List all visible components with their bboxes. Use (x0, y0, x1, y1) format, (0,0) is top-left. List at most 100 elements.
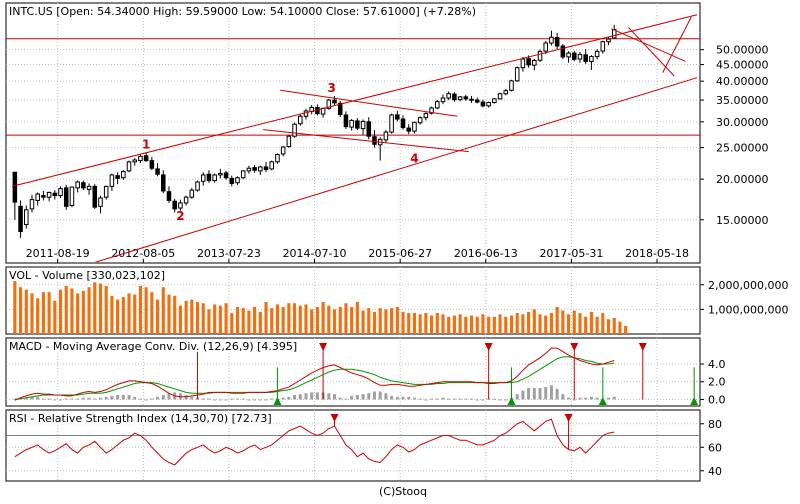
macd-histogram-bar (315, 392, 319, 400)
volume-title: VOL - Volume [330,023,102] (9, 269, 165, 282)
macd-histogram-bar (584, 397, 588, 400)
volume-bar (561, 310, 565, 334)
volume-bar (435, 313, 439, 334)
macd-histogram-bar (76, 398, 80, 400)
candle-body (332, 99, 337, 104)
volume-bar (127, 293, 131, 334)
macd-histogram-bar (207, 398, 211, 400)
macd-histogram-bar (555, 388, 559, 400)
candle-body (383, 131, 389, 141)
candle-body (126, 161, 132, 172)
candle-body (132, 159, 137, 163)
volume-bar (452, 315, 456, 334)
candle-body (395, 114, 400, 120)
candle-body (583, 54, 588, 62)
candle-body (532, 60, 537, 66)
macd-histogram-bar (607, 397, 611, 400)
volume-bar (18, 287, 23, 334)
volume-bar (527, 311, 531, 334)
volume-bar (304, 304, 308, 334)
volume-bar (338, 306, 342, 334)
volume-bar (321, 302, 325, 334)
candle-body (280, 146, 286, 155)
candle-body (178, 202, 183, 209)
trend-line (662, 16, 692, 73)
volume-bar (549, 313, 554, 334)
price-y-tick-label: 40.00000 (716, 75, 769, 88)
price-y-tick-label: 35.00000 (716, 94, 769, 107)
volume-bar (281, 306, 285, 334)
trend-line (280, 89, 458, 117)
price-x-tick-label: 2011-08-19 (26, 247, 90, 260)
volume-bar (184, 300, 188, 334)
macd-histogram-bar (59, 399, 63, 401)
candle-body (29, 199, 35, 210)
candle-body (577, 54, 583, 60)
candle-body (520, 58, 526, 69)
macd-histogram-bar (110, 395, 114, 400)
candle-body (92, 185, 98, 208)
volume-bar (207, 309, 211, 334)
macd-histogram-bar (224, 399, 228, 401)
volume-bar (315, 306, 319, 334)
volume-y-tick-label: 2,000,000,000 (708, 279, 788, 292)
macd-histogram-bar (41, 398, 45, 400)
candle-body (195, 181, 200, 191)
macd-histogram-bar (287, 396, 291, 400)
wave-annotation: 1 (142, 138, 150, 152)
volume-bar (76, 293, 80, 334)
volume-bar (469, 315, 474, 334)
volume-bar (155, 299, 160, 334)
volume-bar (224, 303, 228, 334)
macd-histogram-bar (127, 395, 131, 400)
price-x-tick-label: 2015-06-27 (368, 247, 432, 260)
volume-bar (270, 308, 274, 334)
macd-histogram-bar (161, 395, 165, 400)
candle-body (589, 56, 594, 62)
volume-bar (384, 309, 388, 334)
volume-bar (612, 318, 616, 334)
candle-body (200, 174, 206, 182)
candle-body (480, 101, 486, 107)
price-y-tick-label: 15.00000 (716, 214, 769, 227)
candle-body (303, 110, 309, 117)
volume-bar (429, 315, 434, 334)
candle-body (355, 120, 360, 129)
candle-body (41, 195, 46, 198)
macd-histogram-bar (93, 398, 97, 400)
volume-bar (441, 314, 445, 334)
volume-bar (258, 311, 262, 334)
macd-sell-marker (570, 343, 579, 351)
candle-body (12, 171, 18, 203)
candle-body (429, 107, 434, 114)
macd-histogram-bar (133, 396, 137, 400)
volume-bar (578, 313, 582, 334)
macd-title-bg (7, 339, 280, 352)
volume-bar (350, 306, 354, 334)
macd-histogram-bar (327, 393, 331, 400)
volume-bar (372, 311, 377, 334)
macd-histogram-bar (447, 398, 451, 400)
candle-body (372, 136, 377, 145)
macd-y-tick-label: 2.0 (708, 376, 726, 389)
macd-histogram-bar (401, 396, 405, 400)
volume-bar (515, 313, 519, 334)
candle-body (389, 114, 394, 133)
rsi-sell-marker (330, 414, 339, 422)
macd-histogram-bar (167, 393, 171, 400)
candle-body (543, 42, 548, 52)
volume-bar (355, 302, 359, 334)
volume-bar (378, 308, 382, 334)
volume-bar (401, 311, 405, 334)
candle-body (229, 177, 235, 184)
candle-body (212, 174, 217, 182)
rsi-y-tick-label: 40 (708, 465, 722, 478)
rsi-y-tick-label: 60 (708, 441, 722, 454)
macd-histogram-bar (98, 397, 102, 400)
volume-bar (298, 305, 302, 334)
volume-bar (190, 299, 194, 334)
macd-histogram-bar (104, 396, 108, 400)
candle-body (240, 170, 246, 179)
price-x-tick-label: 2018-05-18 (625, 247, 689, 260)
